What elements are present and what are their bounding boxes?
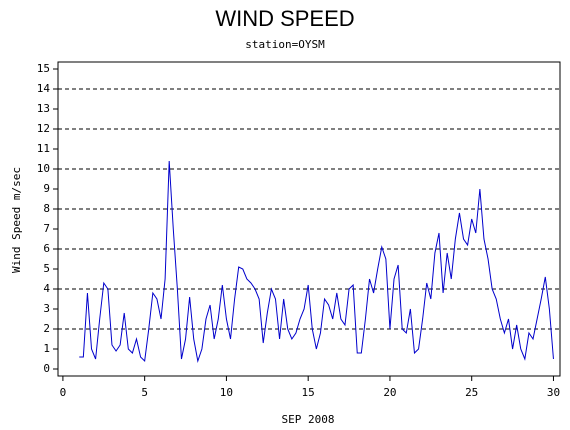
x-tick-label: 5 xyxy=(141,386,148,399)
y-tick-label: 14 xyxy=(37,82,51,95)
y-tick-label: 15 xyxy=(37,62,50,75)
x-tick-label: 10 xyxy=(220,386,233,399)
y-tick-label: 7 xyxy=(43,222,50,235)
y-tick-label: 10 xyxy=(37,162,50,175)
y-tick-label: 12 xyxy=(37,122,50,135)
y-tick-label: 11 xyxy=(37,142,50,155)
chart-title: WIND SPEED xyxy=(215,6,354,31)
x-axis-label: SEP 2008 xyxy=(282,413,335,426)
y-tick-label: 9 xyxy=(43,182,50,195)
x-tick-label: 30 xyxy=(547,386,560,399)
y-tick-label: 0 xyxy=(43,362,50,375)
y-tick-label: 4 xyxy=(43,282,50,295)
y-tick-label: 13 xyxy=(37,102,50,115)
y-tick-label: 3 xyxy=(43,302,50,315)
x-tick-label: 20 xyxy=(383,386,396,399)
x-tick-label: 25 xyxy=(465,386,478,399)
wind-line xyxy=(79,160,554,363)
y-tick-label: 6 xyxy=(43,242,50,255)
plot-frame xyxy=(57,61,561,377)
x-tick-label: 15 xyxy=(302,386,315,399)
x-tick-label: 0 xyxy=(60,386,67,399)
y-tick-label: 1 xyxy=(43,342,50,355)
y-tick-label: 5 xyxy=(43,262,50,275)
y-tick-label: 8 xyxy=(43,202,50,215)
y-tick-label: 2 xyxy=(43,322,50,335)
y-axis-label: Wind Speed m/sec xyxy=(10,167,23,273)
chart-subtitle: station=OYSM xyxy=(245,38,325,51)
